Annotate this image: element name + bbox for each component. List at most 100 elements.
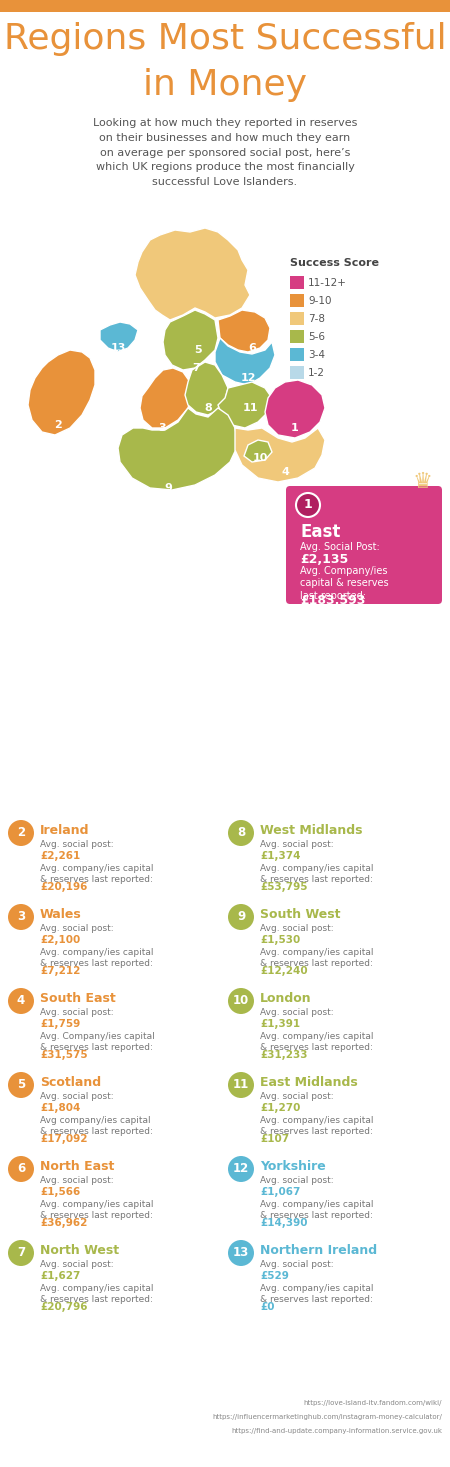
Bar (290, 276, 304, 289)
Polygon shape (118, 408, 238, 490)
Polygon shape (140, 368, 192, 428)
Text: 5: 5 (194, 345, 202, 355)
Text: Avg company/ies capital
& reserves last reported:: Avg company/ies capital & reserves last … (40, 1116, 153, 1135)
Polygon shape (244, 440, 272, 462)
Text: East Midlands: East Midlands (260, 1075, 358, 1089)
Text: East: East (300, 524, 340, 541)
Bar (290, 293, 304, 307)
Text: 8: 8 (204, 403, 212, 414)
Text: Yorkshire: Yorkshire (260, 1160, 326, 1174)
Text: £1,067: £1,067 (260, 1187, 301, 1197)
Text: £2,100: £2,100 (40, 934, 80, 945)
Text: Avg. social post:: Avg. social post: (260, 1177, 333, 1185)
Circle shape (228, 820, 254, 846)
Text: 9: 9 (237, 911, 245, 924)
Text: Avg. social post:: Avg. social post: (40, 1091, 113, 1102)
Text: £107: £107 (260, 1134, 289, 1144)
Text: Avg. company/ies capital
& reserves last reported:: Avg. company/ies capital & reserves last… (40, 1200, 153, 1221)
Text: £1,374: £1,374 (260, 851, 301, 861)
Text: Regions Most Successful: Regions Most Successful (4, 22, 446, 56)
Text: Looking at how much they reported in reserves
on their businesses and how much t: Looking at how much they reported in res… (93, 117, 357, 188)
Text: £1,804: £1,804 (40, 1103, 81, 1113)
Text: £1,759: £1,759 (40, 1020, 80, 1028)
Text: Avg. company/ies capital
& reserves last reported:: Avg. company/ies capital & reserves last… (260, 948, 374, 968)
Bar (290, 312, 304, 326)
Text: 3: 3 (17, 911, 25, 924)
Polygon shape (218, 381, 272, 428)
Polygon shape (218, 310, 270, 352)
Text: 7-8: 7-8 (308, 314, 325, 324)
Text: £12,240: £12,240 (260, 965, 308, 976)
Text: £2,261: £2,261 (40, 851, 80, 861)
Text: 13: 13 (110, 343, 126, 354)
Text: 3: 3 (158, 422, 166, 433)
Bar (290, 330, 304, 343)
Text: ♛: ♛ (413, 472, 433, 491)
Text: Avg. company/ies capital
& reserves last reported:: Avg. company/ies capital & reserves last… (40, 864, 153, 885)
Text: Avg. social post:: Avg. social post: (260, 841, 333, 849)
Text: £17,092: £17,092 (40, 1134, 87, 1144)
Text: £31,575: £31,575 (40, 1050, 88, 1061)
Bar (290, 365, 304, 378)
Text: https://love-island-itv.fandom.com/wiki/: https://love-island-itv.fandom.com/wiki/ (303, 1400, 442, 1405)
Circle shape (8, 1072, 34, 1097)
Text: £1,627: £1,627 (40, 1270, 81, 1281)
Text: South West: South West (260, 908, 341, 921)
Text: 11: 11 (233, 1078, 249, 1091)
Text: 10: 10 (233, 995, 249, 1008)
Circle shape (228, 987, 254, 1014)
Bar (0, 0, 450, 12)
Text: Avg. company/ies capital
& reserves last reported:: Avg. company/ies capital & reserves last… (260, 1200, 374, 1221)
Text: Avg. social post:: Avg. social post: (40, 1177, 113, 1185)
Text: £36,962: £36,962 (40, 1218, 87, 1228)
Text: Scotland: Scotland (40, 1075, 101, 1089)
Text: 3-4: 3-4 (308, 351, 325, 359)
FancyBboxPatch shape (286, 486, 442, 604)
Text: 7: 7 (192, 362, 200, 373)
Text: Avg. Company/ies
capital & reserves
last reported:: Avg. Company/ies capital & reserves last… (300, 566, 389, 601)
Text: Avg. Social Post:: Avg. Social Post: (300, 541, 380, 552)
Text: Northern Ireland: Northern Ireland (260, 1244, 377, 1257)
Text: Avg. company/ies capital
& reserves last reported:: Avg. company/ies capital & reserves last… (40, 948, 153, 968)
Text: London: London (260, 992, 311, 1005)
Text: Avg. company/ies capital
& reserves last reported:: Avg. company/ies capital & reserves last… (260, 1284, 374, 1304)
Text: Avg. social post:: Avg. social post: (40, 1008, 113, 1017)
Text: 2: 2 (54, 420, 62, 430)
Circle shape (8, 904, 34, 930)
Text: https://find-and-update.company-information.service.gov.uk: https://find-and-update.company-informat… (231, 1427, 442, 1435)
Text: Avg. company/ies capital
& reserves last reported:: Avg. company/ies capital & reserves last… (260, 864, 374, 885)
Circle shape (296, 493, 320, 516)
Polygon shape (28, 351, 95, 436)
Circle shape (228, 1156, 254, 1182)
Circle shape (228, 1240, 254, 1266)
Polygon shape (185, 362, 228, 415)
Bar (290, 348, 304, 361)
Circle shape (8, 1156, 34, 1182)
Circle shape (8, 1240, 34, 1266)
Polygon shape (163, 310, 218, 370)
Text: £31,233: £31,233 (260, 1050, 307, 1061)
Text: West Midlands: West Midlands (260, 824, 363, 838)
Text: 5: 5 (17, 1078, 25, 1091)
Text: £1,391: £1,391 (260, 1020, 300, 1028)
Text: 9-10: 9-10 (308, 296, 332, 307)
Text: £14,390: £14,390 (260, 1218, 307, 1228)
Text: £20,796: £20,796 (40, 1303, 87, 1311)
Text: £1,566: £1,566 (40, 1187, 80, 1197)
Polygon shape (135, 227, 250, 320)
Text: 6: 6 (17, 1162, 25, 1175)
Text: 12: 12 (233, 1162, 249, 1175)
Text: Avg. Company/ies capital
& reserves last reported:: Avg. Company/ies capital & reserves last… (40, 1031, 155, 1052)
Text: 6: 6 (248, 343, 256, 354)
Text: Success Score: Success Score (290, 258, 379, 268)
Circle shape (228, 904, 254, 930)
Text: 11: 11 (242, 403, 258, 414)
Text: 1-2: 1-2 (308, 368, 325, 378)
Text: South East: South East (40, 992, 116, 1005)
Text: Avg. social post:: Avg. social post: (40, 841, 113, 849)
Text: 1: 1 (291, 422, 299, 433)
Text: Ireland: Ireland (40, 824, 90, 838)
Text: North East: North East (40, 1160, 114, 1174)
Text: £1,270: £1,270 (260, 1103, 301, 1113)
Circle shape (8, 987, 34, 1014)
